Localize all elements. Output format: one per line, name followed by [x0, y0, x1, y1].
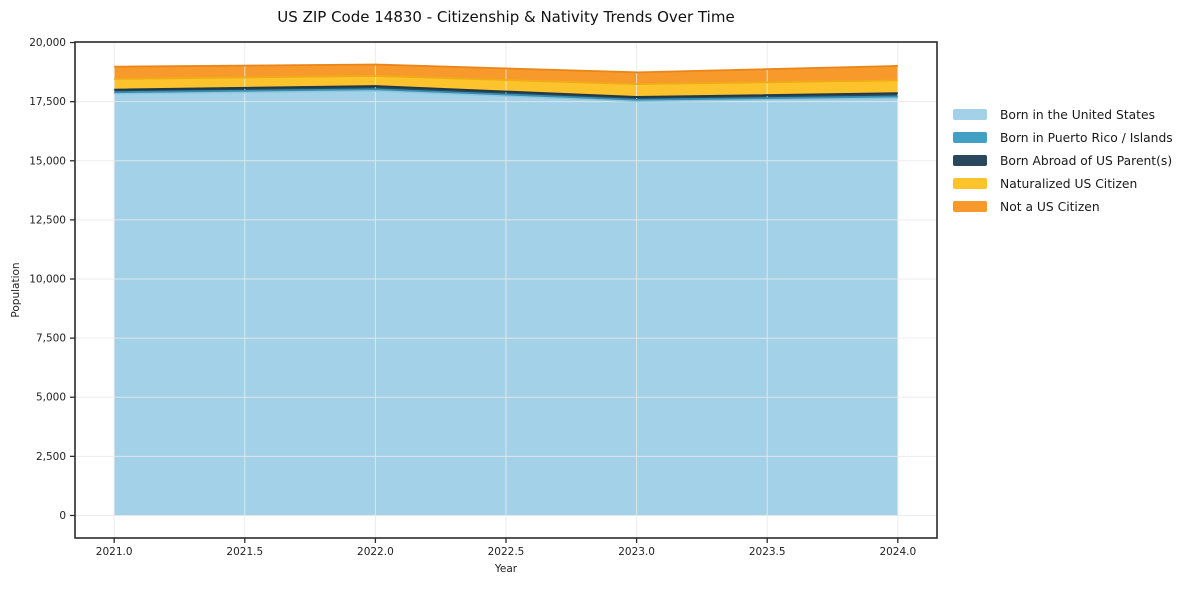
x-tick-label: 2022.5 — [488, 546, 525, 558]
legend-item-1: Born in Puerto Rico / Islands — [953, 126, 1173, 149]
legend-label: Born in the United States — [1000, 107, 1155, 122]
legend-item-3: Naturalized US Citizen — [953, 172, 1173, 195]
y-tick-label: 2,500 — [36, 451, 66, 463]
area-edge-series-0 — [114, 89, 898, 103]
y-tick-label: 17,500 — [29, 96, 66, 108]
x-tick-label: 2021.5 — [226, 546, 263, 558]
y-tick-label: 10,000 — [29, 274, 66, 286]
area-edge-series-1 — [114, 88, 898, 101]
legend-swatch-icon — [953, 178, 987, 189]
area-edge-series-3 — [114, 74, 898, 86]
x-tick-label: 2022.0 — [357, 546, 394, 558]
x-tick-label: 2023.0 — [618, 546, 655, 558]
legend-item-0: Born in the United States — [953, 103, 1173, 126]
y-tick-label: 12,500 — [29, 214, 66, 226]
legend-swatch-icon — [953, 201, 987, 212]
y-tick-label: 5,000 — [36, 392, 66, 404]
area-edge-series-2 — [114, 85, 898, 98]
chart-title: US ZIP Code 14830 - Citizenship & Nativi… — [277, 8, 735, 26]
x-tick-label: 2024.0 — [879, 546, 916, 558]
legend-label: Born Abroad of US Parent(s) — [1000, 153, 1173, 168]
y-tick-label: 15,000 — [29, 155, 66, 167]
x-tick-label: 2021.0 — [96, 546, 133, 558]
legend-label: Naturalized US Citizen — [1000, 176, 1138, 191]
legend-swatch-icon — [953, 109, 987, 120]
y-tick-label: 20,000 — [29, 37, 66, 49]
x-axis-label: Year — [494, 563, 518, 575]
legend-swatch-icon — [953, 132, 987, 143]
legend-item-4: Not a US Citizen — [953, 195, 1173, 218]
x-tick-label: 2023.5 — [749, 546, 786, 558]
legend-label: Born in Puerto Rico / Islands — [1000, 130, 1173, 145]
area-edge-series-4 — [114, 63, 898, 74]
y-tick-label: 7,500 — [36, 333, 66, 345]
y-tick-label: 0 — [59, 510, 66, 522]
legend-label: Not a US Citizen — [1000, 199, 1100, 214]
legend-item-2: Born Abroad of US Parent(s) — [953, 149, 1173, 172]
chart-legend: Born in the United States Born in Puerto … — [953, 103, 1173, 218]
legend-swatch-icon — [953, 155, 987, 166]
